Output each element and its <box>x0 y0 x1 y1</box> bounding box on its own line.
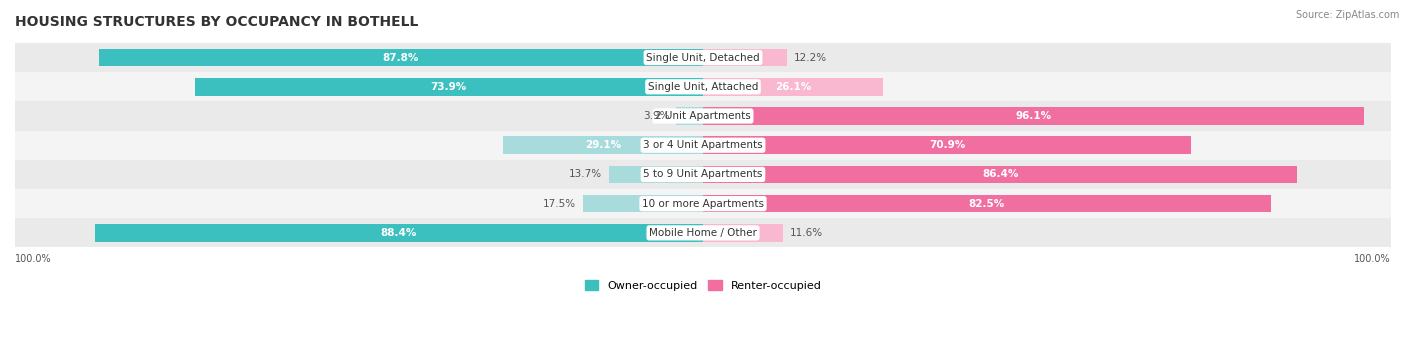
Text: 11.6%: 11.6% <box>790 228 823 238</box>
Text: 26.1%: 26.1% <box>775 82 811 92</box>
Text: 3.9%: 3.9% <box>643 111 669 121</box>
Text: 13.7%: 13.7% <box>569 169 602 179</box>
Bar <box>15 189 1391 218</box>
Text: Single Unit, Detached: Single Unit, Detached <box>647 53 759 62</box>
Bar <box>703 78 883 95</box>
Bar <box>503 136 703 154</box>
Bar <box>15 72 1391 101</box>
Text: 17.5%: 17.5% <box>543 199 575 209</box>
Bar <box>15 160 1391 189</box>
Text: 100.0%: 100.0% <box>1354 254 1391 264</box>
Text: 87.8%: 87.8% <box>382 53 419 62</box>
Bar <box>15 101 1391 131</box>
Text: 73.9%: 73.9% <box>430 82 467 92</box>
Text: 12.2%: 12.2% <box>794 53 827 62</box>
Text: 82.5%: 82.5% <box>969 199 1005 209</box>
Text: Single Unit, Attached: Single Unit, Attached <box>648 82 758 92</box>
Text: Mobile Home / Other: Mobile Home / Other <box>650 228 756 238</box>
Bar <box>98 49 703 66</box>
Text: 100.0%: 100.0% <box>15 254 52 264</box>
Bar <box>15 131 1391 160</box>
Bar <box>703 166 1298 183</box>
Bar <box>15 43 1391 72</box>
Bar <box>703 49 787 66</box>
Bar <box>94 224 703 242</box>
Text: HOUSING STRUCTURES BY OCCUPANCY IN BOTHELL: HOUSING STRUCTURES BY OCCUPANCY IN BOTHE… <box>15 15 419 29</box>
Legend: Owner-occupied, Renter-occupied: Owner-occupied, Renter-occupied <box>581 276 825 295</box>
Bar <box>703 136 1191 154</box>
Bar <box>194 78 703 95</box>
Bar <box>15 218 1391 248</box>
Bar <box>609 166 703 183</box>
Bar <box>703 195 1271 212</box>
Text: 70.9%: 70.9% <box>929 140 965 150</box>
Text: Source: ZipAtlas.com: Source: ZipAtlas.com <box>1295 10 1399 20</box>
Text: 3 or 4 Unit Apartments: 3 or 4 Unit Apartments <box>643 140 763 150</box>
Text: 86.4%: 86.4% <box>981 169 1018 179</box>
Text: 29.1%: 29.1% <box>585 140 621 150</box>
Text: 10 or more Apartments: 10 or more Apartments <box>643 199 763 209</box>
Bar <box>676 107 703 125</box>
Text: 5 to 9 Unit Apartments: 5 to 9 Unit Apartments <box>644 169 762 179</box>
Bar <box>703 224 783 242</box>
Text: 88.4%: 88.4% <box>381 228 418 238</box>
Bar <box>582 195 703 212</box>
Text: 2 Unit Apartments: 2 Unit Apartments <box>655 111 751 121</box>
Bar <box>703 107 1364 125</box>
Text: 96.1%: 96.1% <box>1015 111 1052 121</box>
